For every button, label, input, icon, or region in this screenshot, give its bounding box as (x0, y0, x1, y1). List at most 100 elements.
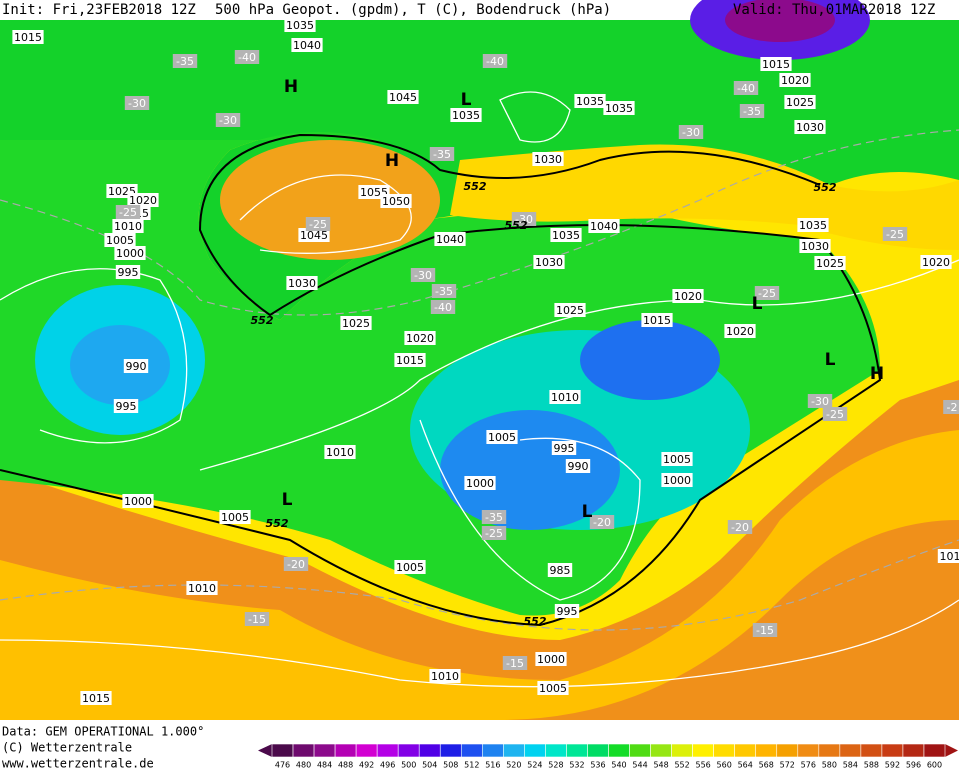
temperature-label: -35 (176, 55, 194, 68)
temperature-label: -40 (486, 55, 504, 68)
temperature-label: -25 (826, 408, 844, 421)
colorbar-swatch (881, 743, 904, 758)
pressure-label: 1005 (539, 682, 567, 695)
temperature-label-box (430, 300, 456, 314)
pressure-label: 995 (116, 400, 137, 413)
temperature-label: -35 (485, 511, 503, 524)
pressure-label-box (549, 390, 581, 404)
colorbar-swatch (545, 743, 567, 758)
pressure-label-box (661, 452, 693, 466)
pressure-label: 1035 (286, 19, 314, 32)
yellow-orange-band (0, 430, 959, 720)
contour-label: 552 (524, 615, 547, 628)
pressure-label: 1015 (762, 58, 790, 71)
pressure-label-box (380, 194, 412, 208)
pressure-label: 1030 (534, 153, 562, 166)
pressure-label-box (434, 232, 466, 246)
colorbar-label: 576 (801, 761, 816, 770)
pressure-label-box (574, 94, 606, 108)
colorbar-label: 512 (464, 761, 479, 770)
pressure-label-box (532, 152, 564, 166)
pressure-label: 1015 (643, 314, 671, 327)
pressure-label: 1005 (396, 561, 424, 574)
pressure-label-box (551, 441, 577, 455)
colorbar-label: 500 (401, 761, 416, 770)
temperature-label-box (727, 520, 753, 534)
colorbar-label: 556 (696, 761, 711, 770)
pressure-label: 1045 (389, 91, 417, 104)
map (0, 0, 959, 720)
temperature-label: -40 (238, 51, 256, 64)
pressure-label-box (760, 57, 792, 71)
pressure-label: 1005 (488, 431, 516, 444)
pressure-label: 1040 (436, 233, 464, 246)
colorbar-label: 532 (569, 761, 584, 770)
pressure-label-box (340, 316, 372, 330)
colorbar-label: 488 (338, 761, 353, 770)
temperature-label-box (739, 104, 765, 118)
blue-core (580, 320, 720, 400)
colorbar-swatch (418, 743, 441, 758)
colorbar-swatch (629, 743, 651, 758)
pressure-label-box (298, 228, 330, 242)
pressure-label-box (127, 193, 159, 207)
colorbar-label: 560 (717, 761, 732, 770)
temperature-label: -20 (593, 516, 611, 529)
pressure-label: 1025 (342, 317, 370, 330)
temperature-label: -25 (886, 228, 904, 241)
temperature-label-box (882, 227, 908, 241)
temperature-label: -15 (506, 657, 524, 670)
map-labels: 1015103510401045103510351035101510201025… (12, 18, 959, 705)
colorbar-label: 476 (275, 761, 290, 770)
colorbar-swatch (839, 743, 862, 758)
pressure-label-box (486, 430, 518, 444)
pressure-label: 1030 (288, 277, 316, 290)
colorbar-swatch (524, 743, 546, 758)
orange-ridge (220, 140, 440, 260)
colorbar-label: 596 (906, 761, 921, 770)
colorbar-label: 524 (527, 761, 542, 770)
pressure-label-box (113, 399, 139, 413)
pressure-label-box (641, 313, 673, 327)
temperature-label-box (481, 510, 507, 524)
colorbar-label: 528 (548, 761, 563, 770)
colorbar-label: 572 (780, 761, 795, 770)
pressure-label: 990 (568, 460, 589, 473)
isotherm (0, 539, 959, 631)
temperature-label: -15 (248, 613, 266, 626)
colorbar-swatch (776, 743, 799, 758)
pressure-label: 1015 (14, 31, 42, 44)
colorbar-label: 568 (759, 761, 774, 770)
temperature-label-box (754, 286, 780, 300)
pressure-label: 1010 (188, 582, 216, 595)
pressure-label-box (104, 233, 136, 247)
isobar (499, 91, 571, 143)
temperature-label: -35 (433, 148, 451, 161)
colorbar-swatch (650, 743, 672, 758)
temperature-label-box (943, 400, 959, 414)
colorbar-swatch (355, 743, 378, 758)
pressure-label: 1010 (114, 220, 142, 233)
pressure-label: 1000 (537, 653, 565, 666)
pressure-label-box (387, 90, 419, 104)
colorbar-label: 564 (738, 761, 753, 770)
pressure-label: 1000 (116, 247, 144, 260)
pressure-label-box (115, 265, 141, 279)
pressure-label: 1050 (382, 195, 410, 208)
colorbar-swatch (503, 743, 525, 758)
temperature-label-box (733, 81, 759, 95)
pressure-center: L (461, 90, 472, 110)
colorbar-swatch (292, 743, 315, 758)
pressure-label-box (588, 219, 620, 233)
colorbar-label: 492 (359, 761, 374, 770)
pressure-label: 1035 (605, 102, 633, 115)
temperature-label: -40 (737, 82, 755, 95)
pressure-label: 1025 (786, 96, 814, 109)
colorbar-label: 484 (317, 761, 332, 770)
valid-time: Valid: Thu,01MAR2018 12Z (733, 2, 935, 18)
colorbar-label: 580 (822, 761, 837, 770)
temperature-label: -30 (128, 97, 146, 110)
temperature-label-box (807, 394, 833, 408)
colorbar-swatch (608, 743, 630, 758)
colorbar-swatch (334, 743, 357, 758)
